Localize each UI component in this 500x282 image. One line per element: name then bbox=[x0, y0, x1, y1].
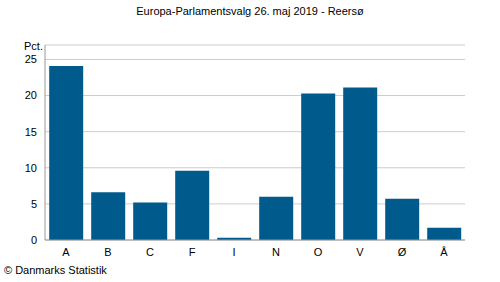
svg-text:F: F bbox=[189, 246, 196, 258]
svg-text:25: 25 bbox=[25, 53, 37, 65]
html-text:© Danmarks Statistik: © Danmarks Statistik bbox=[4, 264, 107, 276]
svg-text:20: 20 bbox=[25, 89, 37, 101]
svg-text:5: 5 bbox=[31, 198, 37, 210]
html-text:Europa-Parlamentsvalg 26. maj: Europa-Parlamentsvalg 26. maj 2019 - Ree… bbox=[136, 5, 364, 17]
html-text:Pct.: Pct. bbox=[24, 40, 43, 52]
svg-text:15: 15 bbox=[25, 126, 37, 138]
svg-text:10: 10 bbox=[25, 162, 37, 174]
svg-text:O: O bbox=[314, 246, 323, 258]
svg-text:V: V bbox=[356, 246, 364, 258]
svg-text:0: 0 bbox=[31, 234, 37, 246]
svg-text:Å: Å bbox=[440, 246, 448, 258]
svg-text:A: A bbox=[62, 246, 70, 258]
svg-text:C: C bbox=[146, 246, 154, 258]
svg-text:B: B bbox=[104, 246, 111, 258]
svg-text:Ø: Ø bbox=[398, 246, 407, 258]
svg-text:N: N bbox=[272, 246, 280, 258]
svg-text:I: I bbox=[232, 246, 235, 258]
